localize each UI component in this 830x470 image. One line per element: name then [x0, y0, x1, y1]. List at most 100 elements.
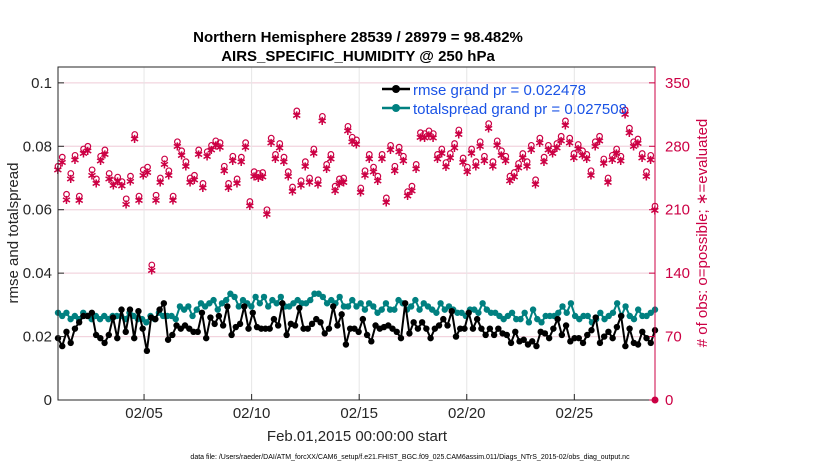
obs-evaluated-marker: ∗: [628, 139, 639, 154]
obs-evaluated-marker: ∗: [505, 174, 516, 189]
obs-evaluated-marker: ∗: [236, 155, 247, 170]
obs-evaluated-marker: ∗: [65, 172, 76, 187]
obs-possible-marker: [434, 151, 441, 158]
obs-evaluated-marker: ∗: [347, 135, 358, 150]
obs-evaluated-marker: ∗: [458, 156, 469, 171]
obs-evaluated-marker: ∗: [266, 136, 277, 151]
series-point: [558, 331, 566, 339]
obs-possible-marker: [255, 170, 262, 177]
obs-evaluated-marker: ∗: [470, 159, 481, 174]
obs-evaluated-marker: ∗: [372, 174, 383, 189]
series-point: [202, 334, 210, 342]
obs-evaluated-marker: ∗: [351, 138, 362, 153]
right-axis-label: # of obs: o=possible; ∗=evaluated: [694, 119, 711, 348]
obs-possible-marker: [280, 153, 288, 161]
series-point: [105, 331, 113, 339]
series-point: [517, 315, 524, 323]
obs-possible-marker: [540, 153, 548, 161]
obs-possible-marker: [621, 106, 629, 114]
series-point: [562, 322, 570, 329]
obs-possible-marker: [114, 173, 122, 181]
obs-possible-marker: [284, 168, 292, 176]
series-point: [370, 303, 377, 310]
series-point: [555, 309, 562, 316]
obs-evaluated-marker: ∗: [641, 169, 652, 184]
series-point: [334, 322, 341, 329]
series-point: [478, 325, 485, 332]
obs-evaluated-marker: ∗: [57, 156, 68, 171]
x-axis-ticks: 02/05 02/10 02/15 02/20 02/25: [125, 394, 593, 422]
series-point: [609, 309, 617, 316]
series-point: [490, 331, 498, 339]
series-point: [270, 315, 278, 323]
obs-evaluated-marker: ∗: [598, 157, 609, 172]
obs-possible-marker: [156, 174, 164, 182]
obs-evaluated-marker: ∗: [547, 147, 558, 162]
obs-possible-marker: [417, 129, 424, 137]
obs-evaluated-marker: ∗: [129, 132, 140, 147]
series-point: [401, 300, 409, 307]
obs-possible-marker: [105, 170, 113, 177]
obs-evaluated-marker: ∗: [108, 178, 119, 193]
obs-possible-marker: [293, 107, 301, 115]
series-point: [169, 331, 176, 339]
series-point: [622, 342, 629, 350]
obs-evaluated-marker: ∗: [436, 147, 447, 162]
obs-possible-marker: [169, 192, 177, 200]
series-point: [410, 319, 417, 326]
series-point: [189, 312, 196, 320]
obs-possible-marker: [613, 145, 621, 153]
series-point: [164, 336, 172, 343]
obs-possible-marker: [301, 158, 309, 166]
series-point: [131, 334, 138, 342]
series-point: [355, 328, 362, 336]
obs-possible-marker: [643, 168, 650, 176]
obs-evaluated-marker: ∗: [577, 148, 588, 163]
series-point: [283, 331, 290, 339]
obs-possible-marker: [310, 145, 318, 153]
obs-evaluated-marker: ∗: [624, 126, 635, 141]
series-point: [465, 309, 472, 316]
obs-evaluated-marker: ∗: [296, 178, 307, 193]
series-point: [368, 338, 375, 345]
series-point: [630, 315, 638, 323]
obs-evaluated-marker: ∗: [637, 151, 648, 166]
obs-possible-marker: [493, 137, 501, 145]
series-point: [114, 334, 121, 342]
obs-evaluated-marker: ∗: [168, 194, 179, 209]
x-tick-label: 02/15: [340, 405, 378, 422]
series-point: [406, 330, 413, 337]
obs-possible-marker: [626, 124, 633, 132]
series-point: [185, 303, 192, 310]
obs-evaluated-marker: ∗: [274, 141, 285, 156]
obs-evaluated-marker: ∗: [428, 131, 439, 146]
obs-evaluated-marker: ∗: [406, 184, 417, 199]
obs-evaluated-marker: ∗: [355, 186, 366, 201]
obs-evaluated-marker: ∗: [453, 128, 464, 143]
obs-evaluated-marker: ∗: [240, 140, 251, 155]
obs-evaluated-marker: ∗: [581, 152, 592, 167]
obs-evaluated-marker: ∗: [496, 148, 507, 163]
series-point: [529, 306, 537, 313]
series-point: [143, 319, 150, 326]
series-point: [228, 331, 235, 339]
series-point: [634, 341, 642, 348]
obs-possible-marker: [617, 152, 625, 160]
obs-possible-marker: [365, 151, 373, 158]
y-right-tick-label: 350: [665, 75, 690, 92]
obs-possible-marker: [101, 146, 109, 154]
series-point: [63, 328, 70, 336]
series-point: [359, 315, 367, 323]
obs-possible-marker: [242, 139, 250, 147]
obs-possible-marker: [297, 177, 305, 185]
obs-evaluated-marker: ∗: [394, 145, 405, 160]
obs-evaluated-marker: ∗: [198, 181, 209, 196]
obs-possible-marker: [199, 180, 207, 187]
series-point: [75, 319, 83, 326]
obs-evaluated-marker: ∗: [360, 168, 371, 183]
obs-possible-marker: [429, 130, 437, 138]
series-point: [423, 325, 430, 332]
obs-evaluated-marker: ∗: [283, 169, 294, 184]
series-point: [122, 328, 129, 336]
